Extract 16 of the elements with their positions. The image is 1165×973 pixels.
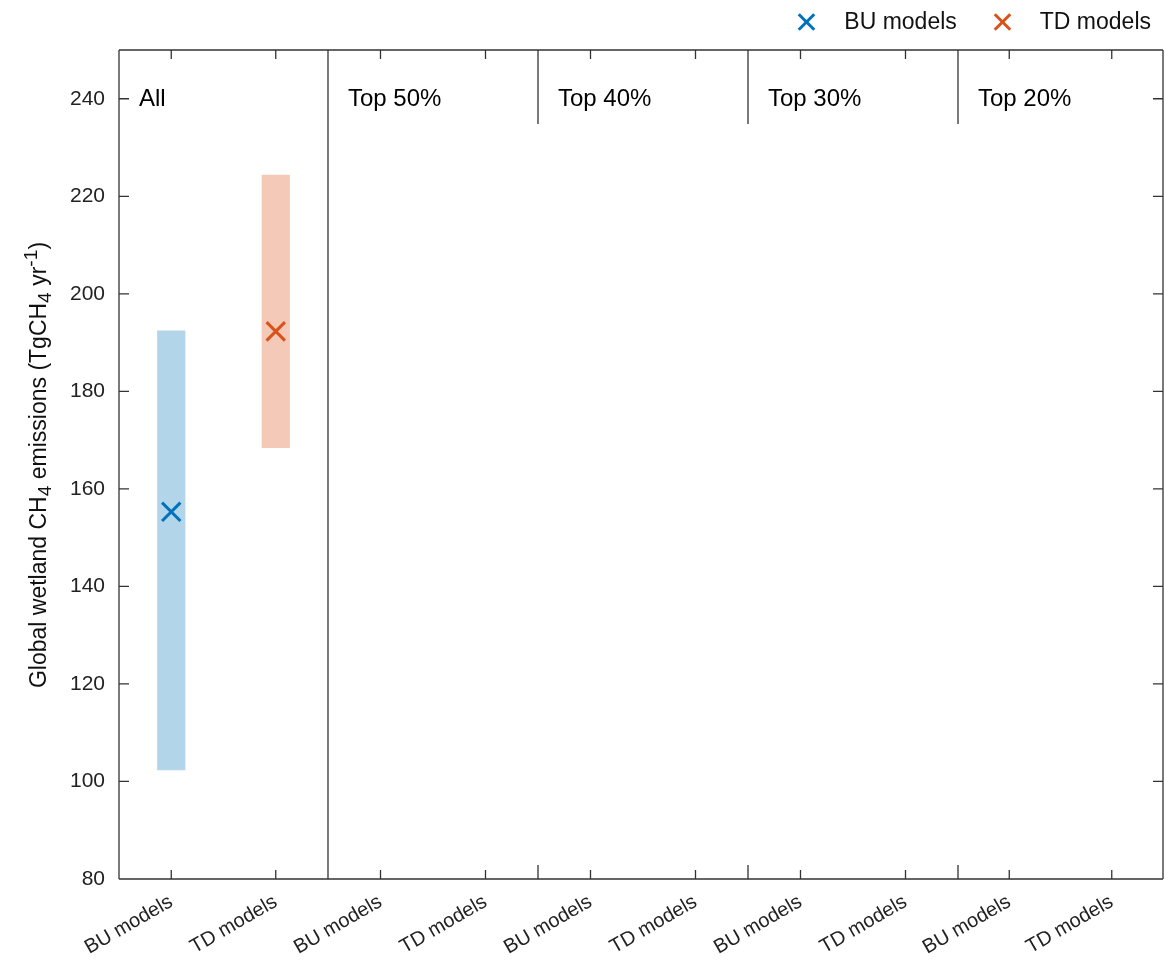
legend-label: TD models — [1039, 8, 1151, 35]
y-tick-label: 220 — [69, 183, 105, 207]
y-tick-label: 100 — [69, 768, 105, 792]
legend-label: BU models — [844, 8, 957, 35]
text: Top 30% — [768, 84, 862, 111]
y-tick-label: 180 — [69, 378, 105, 402]
text: Top 20% — [978, 84, 1072, 111]
y-tick-label: 160 — [69, 475, 105, 499]
y-tick-label: 200 — [69, 280, 105, 304]
y-tick-label: 240 — [69, 85, 105, 109]
y-tick-label: 80 — [81, 865, 105, 889]
text: Top 40% — [558, 84, 652, 111]
y-tick-label: 140 — [69, 573, 105, 597]
text: All — [139, 84, 166, 111]
y-tick-label: 120 — [69, 670, 105, 694]
text: Top 50% — [348, 84, 442, 111]
